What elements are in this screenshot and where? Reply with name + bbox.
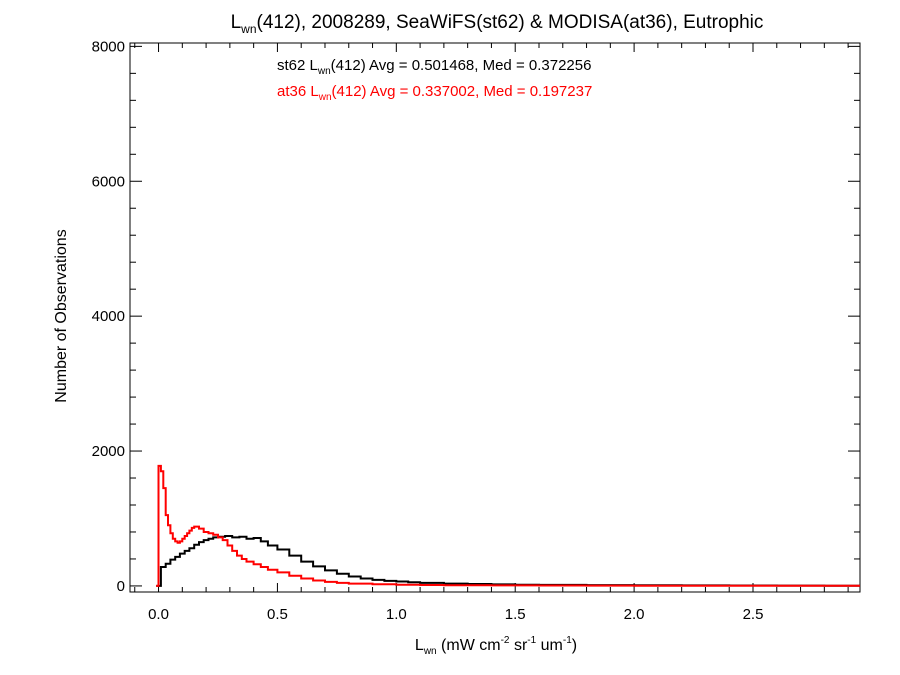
series-st62-annotation: st62 Lwn(412) Avg = 0.501468, Med = 0.37… <box>277 57 591 77</box>
x-tick-label: 0.0 <box>148 606 169 623</box>
x-tick-label: 0.5 <box>267 606 288 623</box>
y-axis-label: Number of Observations <box>53 229 70 402</box>
y-tick-label: 6000 <box>92 173 125 190</box>
plot-frame <box>129 42 861 593</box>
y-tick-label: 0 <box>117 578 125 595</box>
y-tick-label: 8000 <box>92 38 125 55</box>
x-tick-label: 2.0 <box>624 606 645 623</box>
chart-title: Lwn(412), 2008289, SeaWiFS(st62) & MODIS… <box>231 12 764 36</box>
series-at36-line <box>156 464 860 587</box>
y-tick-label: 4000 <box>92 308 125 325</box>
y-axis-ticks: 0 2000 4000 6000 8000 <box>92 38 860 595</box>
y-tick-label: 2000 <box>92 443 125 460</box>
series-at36-annotation: at36 Lwn(412) Avg = 0.337002, Med = 0.19… <box>277 83 592 103</box>
x-tick-label: 1.5 <box>505 606 526 623</box>
series-st62-line <box>156 535 860 587</box>
x-axis-label: Lwn (mW cm-2 sr-1 um-1) <box>415 635 577 657</box>
x-tick-label: 1.0 <box>386 606 407 623</box>
x-tick-label: 2.5 <box>743 606 764 623</box>
series-layer <box>156 464 860 587</box>
